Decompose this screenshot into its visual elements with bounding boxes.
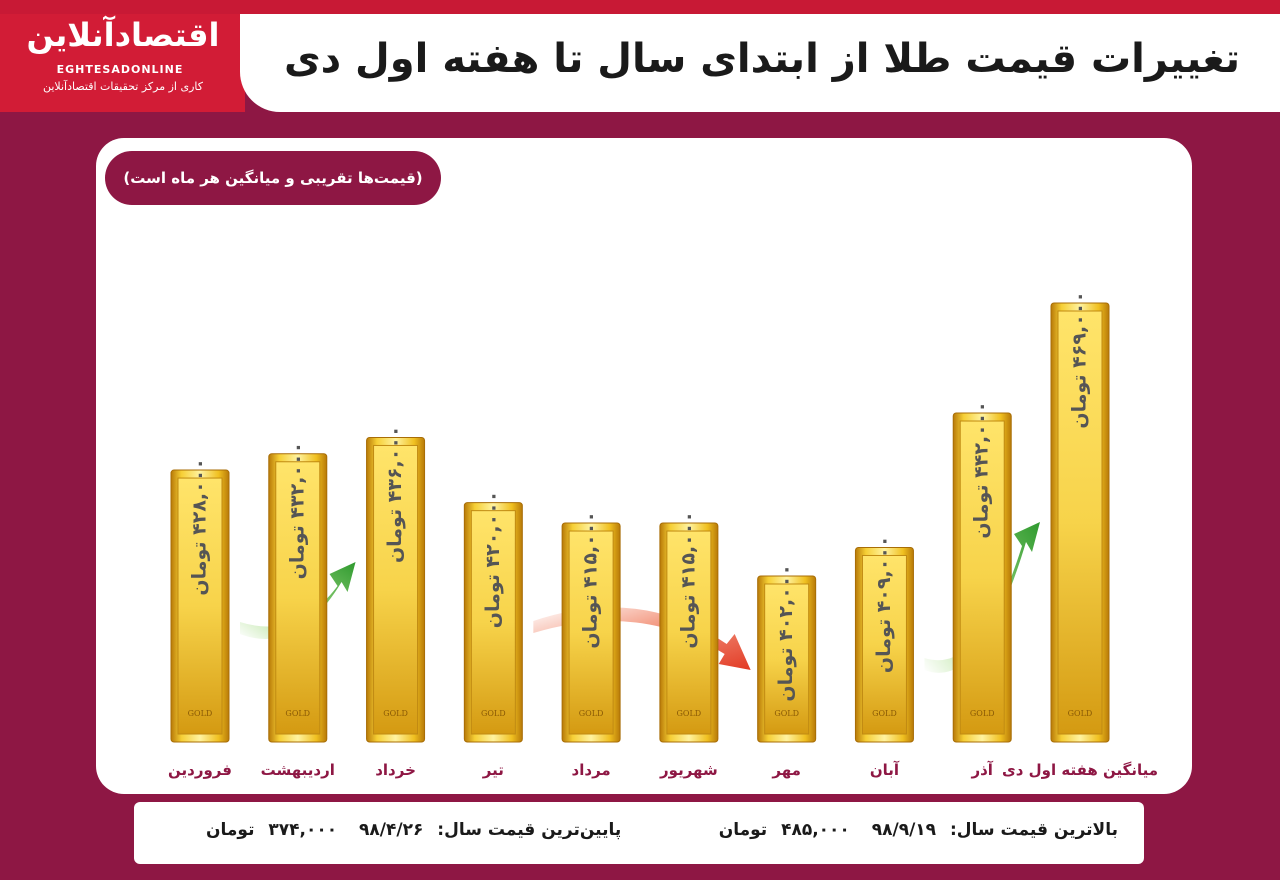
gold-bar: GOLD: [854, 546, 914, 743]
bar-gold-text: GOLD: [383, 709, 408, 718]
category-labels-group: فروردین اردیبهشت خرداد تیر مرداد شهریور مهر آبا…: [168, 761, 1158, 779]
highest-label: بالاترین قیمت سال:: [949, 820, 1118, 840]
bar-gold-text: GOLD: [481, 709, 506, 718]
bar-face: [861, 554, 907, 735]
brand-name: اقتصادآنلاین: [26, 16, 220, 54]
category-label: مرداد: [572, 761, 611, 779]
brand-latin: EGHTESADONLINE: [56, 63, 184, 76]
category-label: فروردین: [168, 761, 232, 779]
bars-group: GOLD GOLD GOLD GOLD GOLD GOLD GOLD GOLD GOLD GOLD: [170, 302, 1110, 743]
lowest-label: پایین‌ترین قیمت سال:: [437, 820, 622, 840]
category-label: آبان: [870, 761, 900, 779]
bar-gold-text: GOLD: [872, 709, 897, 718]
value-label: ۴۳۶,۰۰۰ تومان: [384, 425, 406, 563]
lowest-date: ۹۸/۴/۲۶: [359, 820, 424, 840]
bar-face: [1057, 310, 1103, 735]
gold-bar: GOLD: [366, 436, 426, 743]
category-label: مهر: [771, 761, 801, 779]
value-label: ۴۲۰,۰۰۰ تومان: [482, 491, 504, 629]
value-label: ۴۰۲,۰۰۰ تومان: [775, 564, 797, 702]
highest-date: ۹۸/۹/۱۹: [871, 820, 937, 840]
category-label: شهریور: [659, 761, 718, 779]
bar-face: [666, 530, 712, 735]
highest-value: ۴۸۵,۰۰۰: [781, 820, 850, 840]
bar-gold-text: GOLD: [1068, 709, 1093, 718]
value-label: ۴۶۹,۰۰۰ تومان: [1069, 291, 1091, 429]
bar-gold-text: GOLD: [285, 709, 310, 718]
highest-price: بالاترین قیمت سال: ۹۸/۹/۱۹ ۴۸۵,۰۰۰ تومان: [719, 820, 1118, 840]
bar-gold-text: GOLD: [579, 709, 604, 718]
brand-tagline: کاری از مرکز تحقیقات اقتصادآنلاین: [43, 80, 203, 93]
value-label: ۴۱۵,۰۰۰ تومان: [580, 511, 602, 649]
category-label: تیر: [482, 761, 504, 779]
value-label: ۴۰۹,۰۰۰ تومان: [873, 535, 895, 673]
lowest-value: ۳۷۴,۰۰۰: [268, 820, 338, 840]
bar-face: [764, 583, 810, 735]
gold-bar: GOLD: [659, 522, 719, 743]
value-label: ۴۲۸,۰۰۰ تومان: [189, 458, 211, 596]
top-band: [0, 0, 1280, 14]
bar-face: [959, 420, 1005, 735]
chart-note: (قیمت‌ها تقریبی و میانگین هر ماه است): [105, 151, 441, 205]
brand-logo: اقتصادآنلاین EGHTESADONLINE کاری از مرکز…: [0, 14, 245, 112]
bar-gold-text: GOLD: [970, 709, 995, 718]
bar-face: [373, 444, 419, 735]
gold-bar: GOLD: [561, 522, 621, 743]
bar-face: [470, 510, 516, 735]
bar-face: [177, 477, 223, 735]
bar-gold-text: GOLD: [774, 709, 799, 718]
page-title: تغییرات قیمت طلا از ابتدای سال تا هفته ا…: [283, 36, 1240, 82]
title-box: تغییرات قیمت طلا از ابتدای سال تا هفته ا…: [240, 14, 1280, 112]
highest-unit: تومان: [718, 820, 768, 840]
trend-arrows: [240, 522, 1040, 673]
category-label: اردیبهشت: [261, 761, 335, 779]
lowest-unit: تومان: [206, 820, 255, 840]
bar-gold-text: GOLD: [188, 709, 213, 718]
value-label: ۴۴۲,۰۰۰ تومان: [971, 401, 993, 539]
gold-bar: GOLD: [463, 502, 523, 743]
category-label: خرداد: [375, 761, 416, 779]
value-label: ۴۳۲,۰۰۰ تومان: [286, 442, 308, 580]
bar-gold-text: GOLD: [677, 709, 702, 718]
value-label: ۴۱۵,۰۰۰ تومان: [677, 511, 699, 649]
gold-bar: GOLD: [170, 469, 230, 743]
gold-bar: GOLD: [1050, 302, 1110, 743]
category-label: آذر: [970, 761, 993, 779]
stats-bar: بالاترین قیمت سال: ۹۸/۹/۱۹ ۴۸۵,۰۰۰ تومان…: [134, 802, 1144, 864]
bar-face: [568, 530, 614, 735]
category-label: میانگین هفته اول دی: [1002, 761, 1158, 779]
lowest-price: پایین‌ترین قیمت سال: ۹۸/۴/۲۶ ۳۷۴,۰۰۰ توم…: [206, 820, 621, 840]
gold-bar: GOLD: [952, 412, 1012, 743]
gold-bar: GOLD: [757, 575, 817, 743]
value-labels-group: ۴۲۸,۰۰۰ تومان ۴۳۲,۰۰۰ تومان ۴۳۶,۰۰۰ تومان ۴…: [189, 291, 1091, 702]
bar-face: [275, 461, 321, 735]
gold-bar: GOLD: [268, 453, 328, 743]
